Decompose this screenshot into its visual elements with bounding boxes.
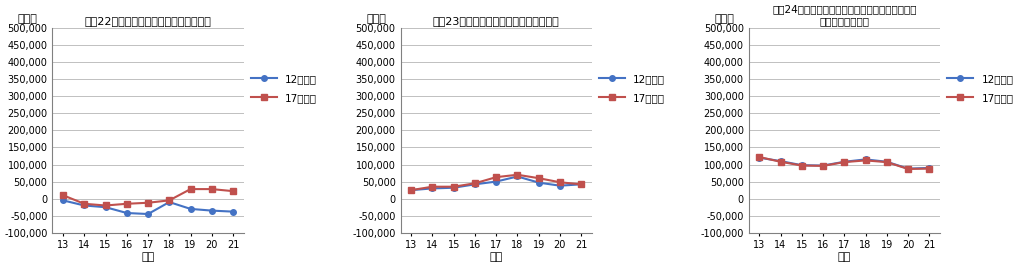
17年基準 <box>206 188 218 191</box>
17年基準 <box>859 159 871 162</box>
17年基準 <box>184 188 196 191</box>
X-axis label: 年度: 年度 <box>490 252 503 262</box>
17年基準 <box>448 185 460 188</box>
17年基準 <box>753 155 766 159</box>
17年基準 <box>121 202 133 205</box>
Line: 17年基準: 17年基準 <box>60 186 236 208</box>
17年基準 <box>881 160 893 164</box>
12年基準 <box>78 204 91 207</box>
17年基準 <box>142 201 154 204</box>
Title: （図24）財産所得（家計・保険契約者に帰属する
財産所得）の比較: （図24）財産所得（家計・保険契約者に帰属する 財産所得）の比較 <box>772 4 916 26</box>
17年基準 <box>511 173 523 176</box>
Title: （図22）財産所得（家計・利子）の比較: （図22）財産所得（家計・利子）の比較 <box>84 16 212 26</box>
12年基準 <box>902 167 914 170</box>
Text: 百万円: 百万円 <box>18 14 38 24</box>
17年基準 <box>775 160 787 163</box>
17年基準 <box>163 199 175 202</box>
Line: 12年基準: 12年基準 <box>756 155 932 171</box>
17年基準 <box>405 189 417 192</box>
12年基準 <box>490 180 502 183</box>
17年基準 <box>490 176 502 179</box>
12年基準 <box>100 206 112 209</box>
12年基準 <box>923 166 936 169</box>
12年基準 <box>121 211 133 215</box>
12年基準 <box>881 160 893 163</box>
12年基準 <box>796 164 808 167</box>
17年基準 <box>57 194 69 197</box>
Legend: 12年基準, 17年基準: 12年基準, 17年基準 <box>250 74 318 103</box>
17年基準 <box>575 183 587 186</box>
12年基準 <box>57 199 69 202</box>
17年基準 <box>469 182 482 185</box>
17年基準 <box>427 185 439 188</box>
Legend: 12年基準, 17年基準: 12年基準, 17年基準 <box>599 74 666 103</box>
12年基準 <box>753 156 766 159</box>
17年基準 <box>923 167 936 170</box>
12年基準 <box>775 160 787 163</box>
12年基準 <box>163 201 175 204</box>
12年基準 <box>405 189 417 192</box>
12年基準 <box>575 183 587 186</box>
Legend: 12年基準, 17年基準: 12年基準, 17年基準 <box>947 74 1014 103</box>
Line: 17年基準: 17年基準 <box>408 172 584 193</box>
12年基準 <box>511 175 523 178</box>
17年基準 <box>100 204 112 207</box>
12年基準 <box>816 164 829 167</box>
17年基準 <box>902 167 914 171</box>
17年基準 <box>532 177 545 180</box>
17年基準 <box>816 164 829 168</box>
12年基準 <box>469 183 482 186</box>
12年基準 <box>859 158 871 161</box>
12年基準 <box>532 181 545 184</box>
12年基準 <box>554 184 566 187</box>
Text: 百万円: 百万円 <box>366 14 386 24</box>
17年基準 <box>796 164 808 167</box>
12年基準 <box>142 213 154 216</box>
X-axis label: 年度: 年度 <box>838 252 851 262</box>
17年基準 <box>554 181 566 184</box>
Title: （図23）財産所得（家計・配当）の比較: （図23）財産所得（家計・配当）の比較 <box>433 16 560 26</box>
Line: 12年基準: 12年基準 <box>408 174 584 193</box>
Line: 12年基準: 12年基準 <box>60 198 236 217</box>
12年基準 <box>184 207 196 210</box>
Text: 百万円: 百万円 <box>715 14 734 24</box>
17年基準 <box>78 202 91 205</box>
12年基準 <box>448 186 460 189</box>
12年基準 <box>206 209 218 212</box>
Line: 17年基準: 17年基準 <box>756 154 932 172</box>
12年基準 <box>227 210 239 213</box>
12年基準 <box>427 187 439 190</box>
17年基準 <box>227 190 239 193</box>
17年基準 <box>838 160 850 164</box>
X-axis label: 年度: 年度 <box>142 252 155 262</box>
12年基準 <box>838 160 850 163</box>
